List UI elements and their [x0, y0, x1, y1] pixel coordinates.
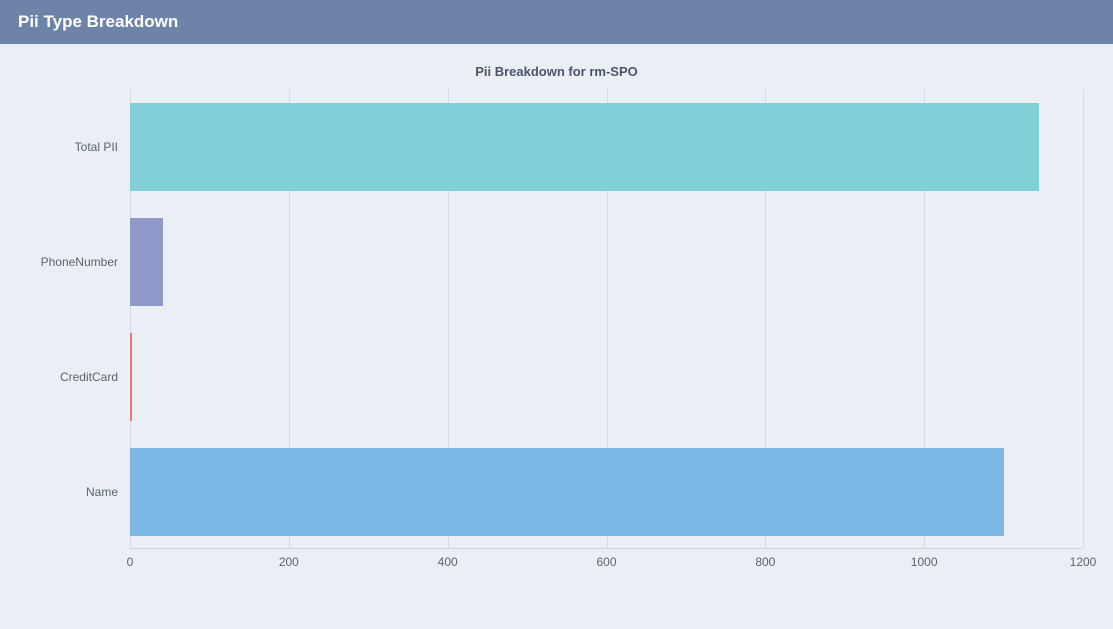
panel-header: Pii Type Breakdown	[0, 0, 1113, 44]
y-axis-label: PhoneNumber	[41, 255, 130, 269]
chart-area: 020040060080010001200Total PIIPhoneNumbe…	[130, 89, 1083, 569]
x-axis-tick: 1200	[1070, 555, 1097, 569]
bar-creditcard	[130, 333, 132, 421]
x-axis-tick: 800	[755, 555, 775, 569]
bar-name	[130, 448, 1004, 536]
chart-plot: 020040060080010001200Total PIIPhoneNumbe…	[130, 89, 1083, 549]
panel-title: Pii Type Breakdown	[18, 12, 178, 32]
y-axis-label: Name	[86, 485, 130, 499]
grid-line	[1083, 89, 1084, 548]
chart-title: Pii Breakdown for rm-SPO	[10, 64, 1103, 79]
x-axis-tick: 200	[279, 555, 299, 569]
y-axis-label: Total PII	[75, 140, 130, 154]
y-axis-label: CreditCard	[60, 370, 130, 384]
chart-container: Pii Breakdown for rm-SPO 020040060080010…	[0, 44, 1113, 579]
x-axis-tick: 0	[127, 555, 134, 569]
x-axis-tick: 600	[596, 555, 616, 569]
bar-total-pii	[130, 103, 1039, 191]
x-axis-tick: 400	[438, 555, 458, 569]
bar-phonenumber	[130, 218, 163, 306]
x-axis-tick: 1000	[911, 555, 938, 569]
